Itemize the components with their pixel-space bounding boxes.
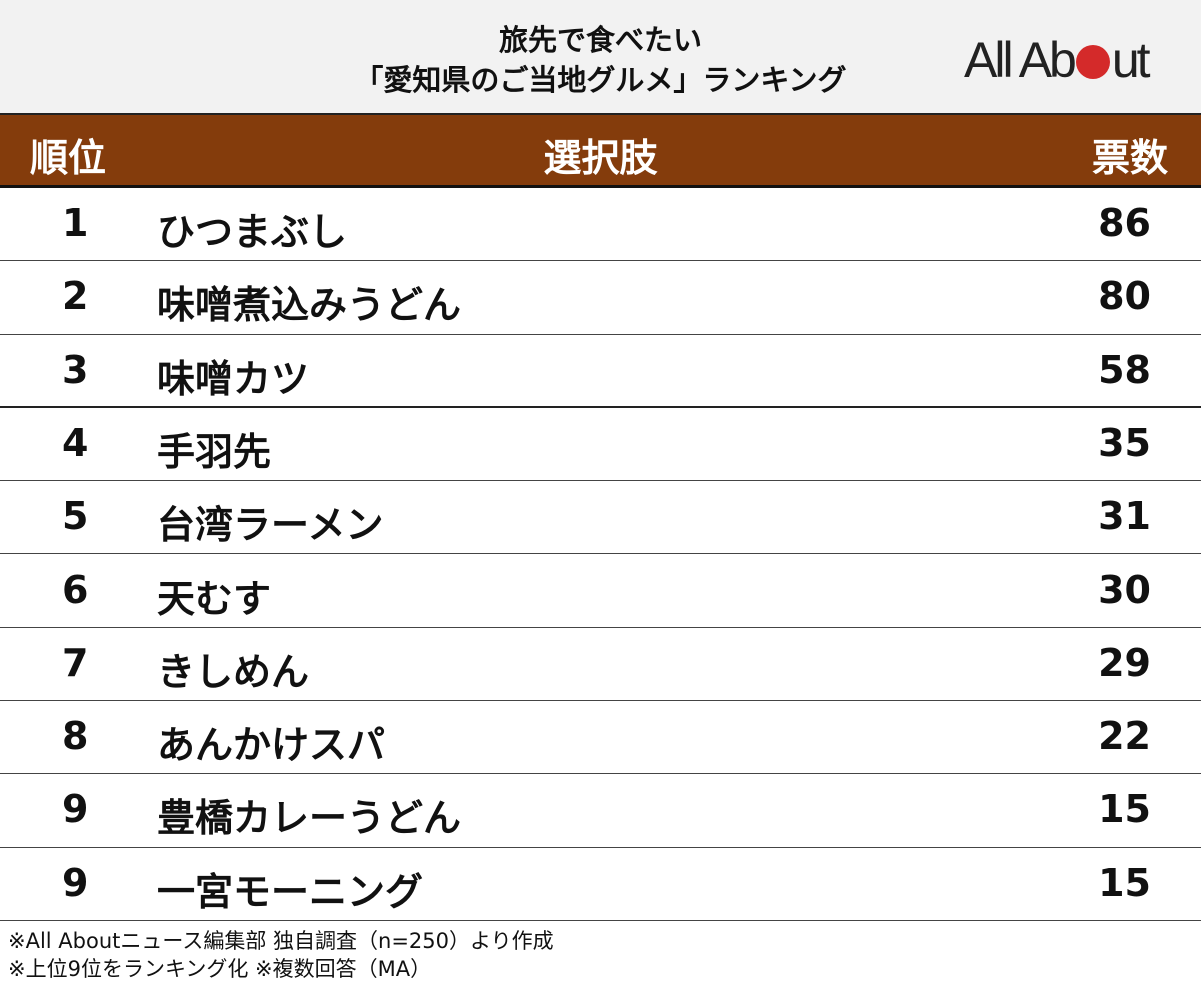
- header-rank: 順位: [30, 136, 107, 180]
- table-row: 9 豊橋カレーうどん 15: [0, 774, 1201, 848]
- votes-cell: 22: [1098, 714, 1151, 759]
- rank-cell: 9: [62, 787, 89, 832]
- rank-cell: 9: [62, 860, 89, 905]
- rank-cell: 1: [62, 201, 89, 245]
- table-row: 9 一宮モーニング 15: [0, 848, 1201, 921]
- item-cell: 味噌カツ: [157, 356, 310, 401]
- rank-cell: 2: [62, 274, 89, 319]
- footnote-line-2: ※上位9位をランキング化 ※複数回答（MA）: [8, 957, 432, 981]
- footnote-line-1: ※All Aboutニュース編集部 独自調査（n=250）より作成: [8, 929, 554, 953]
- header-item: 選択肢: [543, 136, 658, 180]
- rank-cell: 3: [62, 347, 89, 392]
- votes-cell: 58: [1098, 347, 1151, 392]
- table-row: 1 ひつまぶし 86: [0, 188, 1201, 262]
- table-row: 8 あんかけスパ 22: [0, 701, 1201, 775]
- votes-cell: 30: [1098, 567, 1151, 612]
- votes-cell: 29: [1098, 640, 1151, 685]
- chart-title: 旅先で食べたい 「愛知県のご当地グルメ」ランキング: [0, 20, 1201, 100]
- rank-cell: 6: [62, 567, 89, 612]
- votes-cell: 31: [1098, 494, 1151, 539]
- table-row: 3 味噌カツ 58: [0, 335, 1201, 408]
- title-line-2: 「愛知県のご当地グルメ」ランキング: [354, 63, 847, 97]
- title-bar: 旅先で食べたい 「愛知県のご当地グルメ」ランキング All Ab ut: [0, 0, 1201, 113]
- footnote: ※All Aboutニュース編集部 独自調査（n=250）より作成 ※上位9位を…: [8, 927, 554, 983]
- table-row: 5 台湾ラーメン 31: [0, 481, 1201, 555]
- table-row: 2 味噌煮込みうどん 80: [0, 261, 1201, 335]
- table-header: 順位 選択肢 票数: [0, 113, 1201, 188]
- votes-cell: 80: [1098, 274, 1151, 319]
- logo-dot: [1075, 45, 1110, 79]
- logo-text-end: ut: [1111, 32, 1151, 88]
- table-row: 4 手羽先 35: [0, 408, 1201, 482]
- logo-text: All Ab: [964, 32, 1077, 88]
- item-cell: 味噌煮込みうどん: [157, 283, 462, 328]
- item-cell: ひつまぶし: [157, 210, 348, 254]
- table-row: 7 きしめん 29: [0, 628, 1201, 702]
- item-cell: 豊橋カレーうどん: [157, 796, 462, 841]
- item-cell: 台湾ラーメン: [157, 503, 384, 548]
- rank-cell: 8: [62, 714, 89, 759]
- title-line-1: 旅先で食べたい: [498, 23, 702, 57]
- votes-cell: 15: [1098, 860, 1151, 905]
- all-about-logo: All Ab ut: [964, 32, 1151, 88]
- item-cell: 一宮モーニング: [157, 869, 424, 914]
- votes-cell: 86: [1098, 201, 1151, 245]
- header-votes: 票数: [1091, 136, 1168, 180]
- rank-cell: 7: [62, 640, 89, 685]
- item-cell: 手羽先: [157, 429, 272, 474]
- item-cell: きしめん: [157, 649, 310, 694]
- table-row: 6 天むす 30: [0, 555, 1201, 628]
- item-cell: あんかけスパ: [157, 723, 386, 768]
- rank-cell: 4: [62, 420, 89, 465]
- item-cell: 天むす: [157, 576, 272, 621]
- votes-cell: 15: [1098, 787, 1151, 832]
- rank-cell: 5: [62, 494, 89, 539]
- votes-cell: 35: [1098, 420, 1151, 465]
